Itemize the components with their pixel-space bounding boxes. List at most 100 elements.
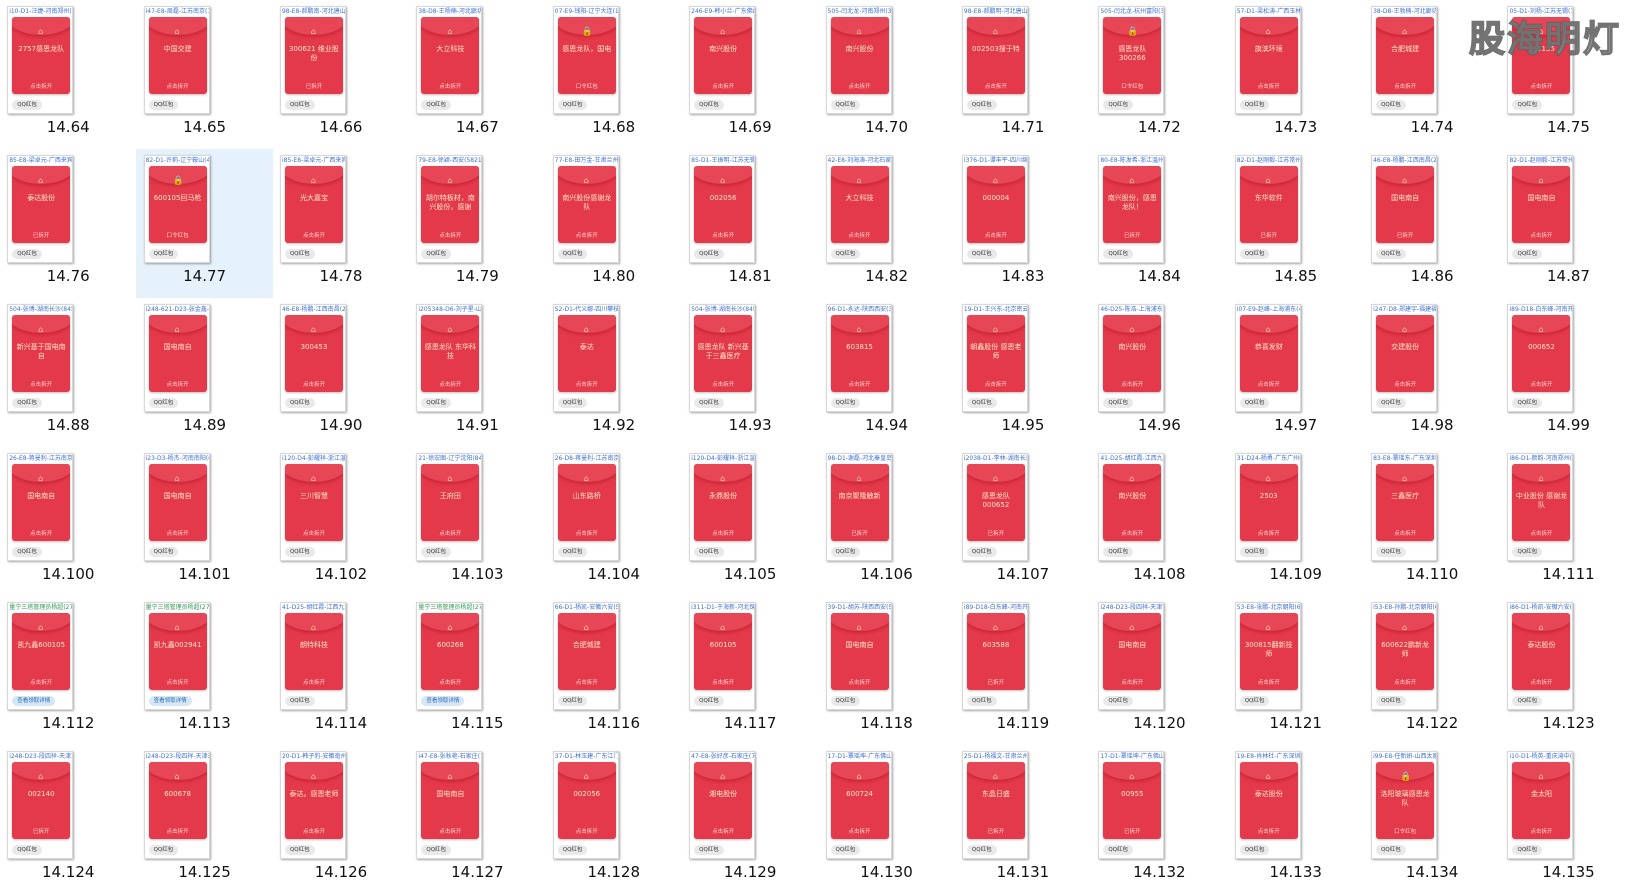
- file-name-label[interactable]: 14.74: [1410, 118, 1454, 136]
- image-thumbnail[interactable]: i376-D1-谭丰平-四川绵 ⌂ 000004 点击拆开 QQ红包: [961, 155, 1028, 263]
- image-thumbnail[interactable]: 77-E8-田万金-甘肃兰州(⌂ 南兴股份感谢龙队 点击拆开 QQ红包: [552, 155, 619, 263]
- image-thumbnail[interactable]: i85-E8-梁卓元-广西来宾(⌂ 光大嘉宝 点击拆开 QQ红包: [279, 155, 346, 263]
- image-thumbnail[interactable]: 38-D8-王勃楠-河北廊坊(⌂ 合肥城建 点击拆开 QQ红包: [1371, 6, 1438, 114]
- file-name-label[interactable]: 14.100: [41, 565, 95, 583]
- file-tile[interactable]: 26-D8-蒋曼利-江苏南京(⌂ 山东路桥 点击拆开 QQ红包 14.104: [546, 447, 682, 596]
- image-thumbnail[interactable]: 21-徐宏图-辽宁沈阳(84 ⌂ 王府田 点击拆开 QQ红包: [416, 453, 483, 561]
- file-name-label[interactable]: 14.89: [183, 416, 227, 434]
- file-name-label[interactable]: 14.125: [178, 863, 231, 881]
- file-name-label[interactable]: 14.98: [1410, 416, 1454, 434]
- file-tile[interactable]: i376-D1-谭丰平-四川绵 ⌂ 000004 点击拆开 QQ红包 14.83: [955, 149, 1091, 298]
- image-thumbnail[interactable]: 246-E9-韩小兰-广东佛山 ⌂ 南兴股份 点击拆开 QQ红包: [689, 6, 756, 114]
- file-tile[interactable]: i248-D23-段四祥-天津东 ⌂ 002140 已拆开 QQ红包 14.124: [0, 745, 136, 894]
- image-thumbnail[interactable]: 46-E8-杨鹏-江西南昌(24 ⌂ 300453 点击拆开 QQ红包: [279, 304, 346, 412]
- file-name-label[interactable]: 14.70: [865, 118, 909, 136]
- file-name-label[interactable]: 14.87: [1547, 267, 1590, 285]
- file-tile[interactable]: 504-张博-湖南长沙(8454 ⌂ 感恩龙队 新兴基于三鑫医疗 点击拆开 QQ红包 14…: [682, 298, 818, 447]
- file-tile[interactable]: i2038-D1-李林-湖南长沙(⌂ 感恩龙队 000652 已拆开 QQ红包 14.1…: [955, 447, 1091, 596]
- file-tile[interactable]: 82-D1-赵刚毅-江苏常州(⌂ 国电南自 点击拆开 QQ红包 14.87: [1500, 149, 1636, 298]
- file-tile[interactable]: 37-D1-林玉建-广东江门(⌂ 002056 点击拆开 QQ红包 14.128: [546, 745, 682, 894]
- file-tile[interactable]: 98-E8-郝鹏明-河北唐山(⌂ 002503搜于特 点击拆开 QQ红包 14.71: [955, 0, 1091, 149]
- image-thumbnail[interactable]: 98-E8-郝鹏明-河北唐山(⌂ 002503搜于特 点击拆开 QQ红包: [961, 6, 1028, 114]
- file-name-label[interactable]: 14.105: [723, 565, 777, 583]
- file-tile[interactable]: i99-E8-任新妍-山西太原(🔒 洛阳玻璃感恩龙队 口令红包 QQ红包 14.134: [1364, 745, 1500, 894]
- file-name-label[interactable]: 14.131: [996, 863, 1050, 881]
- file-name-label[interactable]: 14.118: [860, 714, 913, 732]
- file-name-label[interactable]: 14.96: [1137, 416, 1181, 434]
- file-name-label[interactable]: 14.117: [723, 714, 777, 732]
- file-tile[interactable]: 17-D1-覃瑶坤-广东佛山(⌂ 600724 点击拆开 QQ红包 14.130: [818, 745, 954, 894]
- file-tile[interactable]: 19-E8-肖林杜-广东深圳(⌂ 泰达股份 点击拆开 QQ红包 14.133: [1228, 745, 1364, 894]
- file-tile[interactable]: 505-闫北龙-杭州富阳(3 🔒 感恩龙队 300266 口令红包 QQ红包 14.72: [1091, 0, 1227, 149]
- file-tile[interactable]: i89-D18-白东峰-河南开封 ⌂ 603588 已拆开 QQ红包 14.119: [955, 596, 1091, 745]
- file-name-label[interactable]: 14.133: [1269, 863, 1322, 881]
- file-tile[interactable]: 46-D25-陈浩-上海浦东(⌂ 南兴股份 点击拆开 QQ红包 14.96: [1091, 298, 1227, 447]
- file-tile[interactable]: 82-D1-许莉-辽宁鞍山(4 🔒 600105回马枪 口令红包 QQ红包 14.77: [136, 149, 273, 298]
- image-thumbnail[interactable]: 46-D25-陈浩-上海浦东(⌂ 南兴股份 点击拆开 QQ红包: [1098, 304, 1165, 412]
- image-thumbnail[interactable]: 05-D1-刘杨-江苏无锡(1 ⌂ 600155 点击拆开 QQ红包: [1507, 6, 1574, 114]
- file-name-label[interactable]: 14.112: [41, 714, 95, 732]
- file-tile[interactable]: 77-E8-田万金-甘肃兰州(⌂ 南兴股份感谢龙队 点击拆开 QQ红包 14.80: [546, 149, 682, 298]
- file-name-label[interactable]: 14.88: [46, 416, 90, 434]
- file-name-label[interactable]: 14.107: [996, 565, 1050, 583]
- file-name-label[interactable]: 14.73: [1274, 118, 1318, 136]
- image-thumbnail[interactable]: 31-D24-杨勇-广东广州(⌂ 2503 点击拆开 QQ红包: [1234, 453, 1301, 561]
- image-thumbnail[interactable]: 25-D1-杨福文-甘肃兰州(⌂ 东晶日盛 已拆开 QQ红包: [961, 751, 1028, 859]
- file-tile[interactable]: 17-D1-覃瑶坤-广东佛山(⌂ 00955 已拆开 QQ红包 14.132: [1091, 745, 1227, 894]
- image-thumbnail[interactable]: 17-D1-覃瑶坤-广东佛山(⌂ 600724 点击拆开 QQ红包: [825, 751, 892, 859]
- image-thumbnail[interactable]: i248-D23-段四祥-天津东 ⌂ 600678 点击拆开 QQ红包: [143, 751, 210, 859]
- file-name-label[interactable]: 14.93: [728, 416, 772, 434]
- file-name-label[interactable]: 14.121: [1269, 714, 1322, 732]
- file-name-label[interactable]: 14.79: [455, 267, 499, 285]
- file-tile[interactable]: i07-E9-赵峰-上海浦东(46 ⌂ 恭喜发财 点击拆开 QQ红包 14.97: [1228, 298, 1364, 447]
- file-name-label[interactable]: 14.76: [46, 267, 90, 285]
- image-thumbnail[interactable]: i120-D4-彭耀祥-浙江温 ⌂ 三川智慧 点击拆开 QQ红包: [279, 453, 346, 561]
- image-thumbnail[interactable]: 41-D25-胡红霞-江西九江 ⌂ 朗特科技 点击拆开 QQ红包: [279, 602, 346, 710]
- file-name-label[interactable]: 14.97: [1274, 416, 1318, 434]
- image-thumbnail[interactable]: 17-D1-覃瑶坤-广东佛山(⌂ 00955 已拆开 QQ红包: [1098, 751, 1165, 859]
- file-name-label[interactable]: 14.129: [723, 863, 777, 881]
- file-name-label[interactable]: 14.75: [1547, 118, 1590, 136]
- file-name-label[interactable]: 14.95: [1001, 416, 1045, 434]
- file-tile[interactable]: i205348-D6-刘子星-山东 ⌂ 感恩龙队 东华科技 点击拆开 QQ红包 14.91: [409, 298, 545, 447]
- image-thumbnail[interactable]: 83-E8-覃瑶东-广东深圳(⌂ 三鑫医疗 点击拆开 QQ红包: [1371, 453, 1438, 561]
- file-tile[interactable]: i10-D1-汪婕-河南郑州(3 ⌂ 2757感恩龙队 点击拆开 QQ红包 14.64: [0, 0, 136, 149]
- file-name-label[interactable]: 14.102: [314, 565, 368, 583]
- image-thumbnail[interactable]: 47-E8-张好彦-石家庄(78 ⌂ 湘电股份 点击拆开 QQ红包: [689, 751, 756, 859]
- image-thumbnail[interactable]: 96-D1-永达-陕西西安(39 ⌂ 603815 点击拆开 QQ红包: [825, 304, 892, 412]
- file-tile[interactable]: i248-D23-段四祥-天津东 ⌂ 600678 点击拆开 QQ红包 14.125: [136, 745, 272, 894]
- image-thumbnail[interactable]: i2038-D1-李林-湖南长沙(⌂ 感恩龙队 000652 已拆开 QQ红包: [961, 453, 1028, 561]
- file-tile[interactable]: 79-E8-徐颖-西安(58217 ⌂ 胡尔特板材，南兴股份，感谢 点击拆开 QQ红包 1…: [409, 149, 545, 298]
- file-name-label[interactable]: 14.116: [587, 714, 641, 732]
- file-name-label[interactable]: 14.78: [319, 267, 363, 285]
- file-tile[interactable]: i47-E8-周磊-江苏南京(13 ⌂ 中国交建 点击拆开 QQ红包 14.65: [136, 0, 272, 149]
- file-tile[interactable]: 20-D1-韩子豹-安徽亳州(⌂ 泰达。感恩老师 点击拆开 QQ红包 14.126: [273, 745, 409, 894]
- file-tile[interactable]: 41-D25-胡红霞-江西九江 ⌂ 南兴股份 点击拆开 QQ红包 14.108: [1091, 447, 1227, 596]
- image-thumbnail[interactable]: 20-D1-韩子豹-安徽亳州(⌂ 泰达。感恩老师 点击拆开 QQ红包: [279, 751, 346, 859]
- file-tile[interactable]: 96-D1-永达-陕西西安(39 ⌂ 603815 点击拆开 QQ红包 14.94: [818, 298, 954, 447]
- file-name-label[interactable]: 14.65: [183, 118, 227, 136]
- file-name-label[interactable]: 14.67: [455, 118, 499, 136]
- file-tile[interactable]: 19-D1-王兴东-北京密云(⌂ 朝鑫股份 感恩老师 点击拆开 QQ红包 14.95: [955, 298, 1091, 447]
- file-tile[interactable]: 26-E8-蒋曼利-江苏南京(⌂ 国电南自 点击拆开 QQ红包 14.100: [0, 447, 136, 596]
- file-tile[interactable]: 85-E8-梁卓元-广西来宾(⌂ 泰达股份 已拆开 QQ红包 14.76: [0, 149, 136, 298]
- file-tile[interactable]: 38-D8-王杨楠-河北廊坊(⌂ 大立科技 点击拆开 QQ红包 14.67: [409, 0, 545, 149]
- file-name-label[interactable]: 14.134: [1405, 863, 1459, 881]
- file-name-label[interactable]: 14.81: [728, 267, 772, 285]
- image-thumbnail[interactable]: i10-D1-汪婕-河南郑州(3 ⌂ 2757感恩龙队 点击拆开 QQ红包: [7, 6, 74, 114]
